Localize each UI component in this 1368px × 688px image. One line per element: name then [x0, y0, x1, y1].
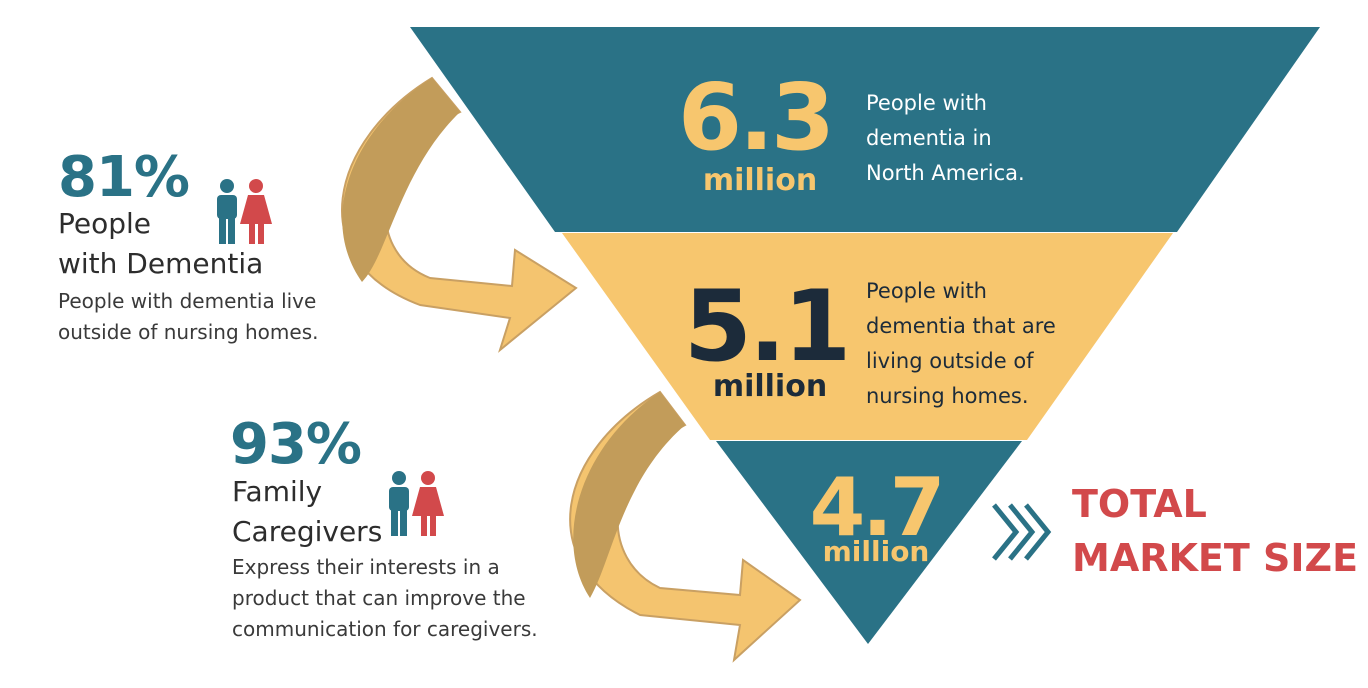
tier-3-unit: million: [822, 535, 930, 568]
people-icon: [217, 179, 272, 244]
tier-3-value: 4.7: [809, 461, 946, 554]
tier-2-description: People with dementia that are living out…: [866, 279, 1056, 408]
tier-1-description: People with dementia in North America.: [866, 91, 1025, 185]
total-line-1: TOTAL: [1072, 482, 1207, 526]
tier-2-value: 5.1: [683, 270, 852, 384]
funnel-tier-top: [410, 27, 1320, 232]
tier-1-unit: million: [702, 163, 818, 198]
funnel-tier-middle: [562, 233, 1173, 440]
stat-1-percent: 81%: [58, 145, 190, 210]
stat-2-description: Express their interests in a product tha…: [232, 555, 538, 641]
stat-2-label: Family Caregivers: [232, 475, 383, 548]
tier-1-value: 6.3: [678, 64, 835, 171]
funnel-tier-bottom: [716, 441, 1022, 644]
stat-1-description: People with dementia live outside of nur…: [58, 289, 319, 344]
tier-2-unit: million: [712, 369, 828, 404]
double-chevron-right-icon: [992, 503, 1052, 561]
total-line-2: MARKET SIZE: [1072, 536, 1359, 580]
people-icon: [389, 471, 444, 536]
stat-1-label: People with Dementia: [58, 207, 264, 280]
stat-2-percent: 93%: [230, 412, 362, 477]
